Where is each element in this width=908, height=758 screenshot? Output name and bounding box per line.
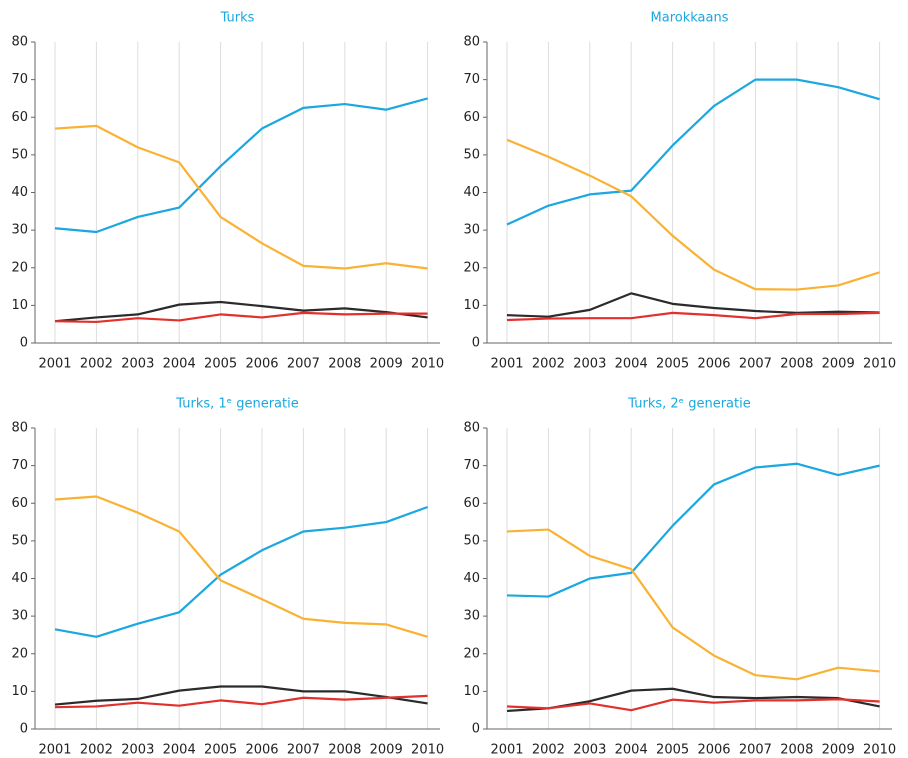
x-tick-label: 2008 — [780, 743, 813, 758]
x-tick-label: 2003 — [121, 357, 154, 372]
x-tick-label: 2006 — [245, 357, 278, 372]
series-line — [54, 685, 428, 706]
x-tick-label: 2007 — [739, 743, 772, 758]
x-tick-label: 2004 — [163, 357, 196, 372]
y-tick-label: 50 — [11, 533, 28, 548]
series-line — [54, 311, 428, 324]
y-tick-label: 10 — [463, 298, 480, 313]
y-tick-label: 60 — [463, 496, 480, 511]
y-tick-label: 0 — [20, 336, 28, 351]
x-tick-label: 2008 — [328, 357, 361, 372]
y-tick-label: 80 — [463, 421, 480, 436]
x-tick-label: 2004 — [615, 357, 648, 372]
x-tick-label: 2009 — [822, 357, 855, 372]
series-line — [506, 462, 880, 598]
x-tick-label: 2006 — [245, 743, 278, 758]
y-tick-label: 80 — [463, 35, 480, 50]
x-tick-label: 2001 — [490, 357, 523, 372]
x-tick-label: 2010 — [411, 357, 444, 372]
x-tick-label: 2005 — [204, 357, 237, 372]
x-tick-label: 2007 — [287, 357, 320, 372]
series-line — [506, 138, 880, 291]
series-line — [506, 292, 880, 318]
y-tick-label: 40 — [11, 185, 28, 200]
y-tick-label: 40 — [463, 571, 480, 586]
series-line — [506, 698, 880, 712]
y-tick-label: 60 — [463, 110, 480, 125]
x-tick-label: 2009 — [370, 743, 403, 758]
y-tick-label: 30 — [11, 609, 28, 624]
y-tick-label: 70 — [463, 458, 480, 473]
chart-title: Marokkaans — [651, 11, 729, 26]
y-tick-label: 0 — [472, 336, 480, 351]
y-tick-label: 70 — [11, 458, 28, 473]
x-tick-label: 2003 — [573, 357, 606, 372]
x-tick-label: 2006 — [697, 357, 730, 372]
y-tick-label: 40 — [463, 185, 480, 200]
y-tick-label: 80 — [11, 35, 28, 50]
x-tick-label: 2003 — [573, 743, 606, 758]
y-tick-label: 10 — [11, 684, 28, 699]
x-tick-label: 2005 — [656, 357, 689, 372]
x-tick-label: 2004 — [615, 743, 648, 758]
y-tick-label: 20 — [463, 260, 480, 275]
y-tick-label: 50 — [463, 147, 480, 162]
x-tick-label: 2002 — [80, 743, 113, 758]
series-line — [54, 97, 428, 234]
x-tick-label: 2010 — [863, 357, 896, 372]
x-tick-label: 2005 — [204, 743, 237, 758]
y-tick-label: 70 — [11, 72, 28, 87]
y-tick-label: 10 — [11, 298, 28, 313]
y-tick-label: 30 — [11, 223, 28, 238]
y-tick-label: 0 — [20, 722, 28, 737]
chart-title: Turks, 1ᵉ generatie — [175, 397, 298, 412]
y-tick-label: 10 — [463, 684, 480, 699]
y-tick-label: 20 — [463, 646, 480, 661]
x-tick-label: 2010 — [411, 743, 444, 758]
series-line — [506, 687, 880, 713]
chart-title: Turks, 2ᵉ generatie — [627, 397, 750, 412]
y-tick-label: 50 — [11, 147, 28, 162]
chart-title: Turks — [220, 11, 255, 26]
series-line — [506, 78, 880, 226]
x-tick-label: 2004 — [163, 743, 196, 758]
y-tick-label: 20 — [11, 260, 28, 275]
x-tick-label: 2006 — [697, 743, 730, 758]
y-tick-label: 30 — [463, 609, 480, 624]
y-tick-label: 20 — [11, 646, 28, 661]
series-line — [54, 300, 428, 323]
y-tick-label: 50 — [463, 533, 480, 548]
series-line — [54, 495, 428, 638]
x-tick-label: 2010 — [863, 743, 896, 758]
x-tick-label: 2002 — [532, 743, 565, 758]
x-tick-label: 2009 — [822, 743, 855, 758]
y-tick-label: 80 — [11, 421, 28, 436]
x-tick-label: 2002 — [80, 357, 113, 372]
x-tick-label: 2002 — [532, 357, 565, 372]
x-tick-label: 2008 — [780, 357, 813, 372]
y-tick-label: 30 — [463, 223, 480, 238]
x-tick-label: 2001 — [38, 743, 71, 758]
x-tick-label: 2008 — [328, 743, 361, 758]
series-line — [54, 124, 428, 270]
y-tick-label: 0 — [472, 722, 480, 737]
x-tick-label: 2001 — [490, 743, 523, 758]
y-tick-label: 60 — [11, 110, 28, 125]
x-tick-label: 2003 — [121, 743, 154, 758]
x-tick-label: 2009 — [370, 357, 403, 372]
series-line — [54, 694, 428, 709]
x-tick-label: 2007 — [287, 743, 320, 758]
series-line — [54, 505, 428, 638]
y-tick-label: 60 — [11, 496, 28, 511]
y-tick-label: 40 — [11, 571, 28, 586]
y-tick-label: 70 — [463, 72, 480, 87]
series-line — [506, 528, 880, 681]
series-line — [506, 311, 880, 322]
x-tick-label: 2005 — [656, 743, 689, 758]
x-tick-label: 2007 — [739, 357, 772, 372]
x-tick-label: 2001 — [38, 357, 71, 372]
